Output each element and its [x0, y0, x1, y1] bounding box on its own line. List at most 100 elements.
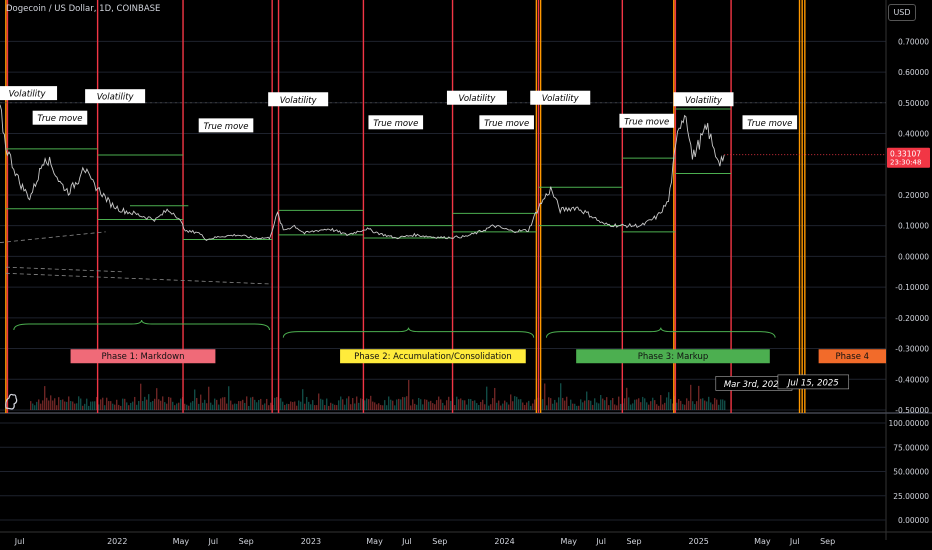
volume-bar [428, 401, 430, 410]
volume-bar [644, 398, 646, 410]
volume-bar [316, 405, 318, 410]
volume-bar [56, 405, 58, 410]
x-tick-label: 2022 [107, 537, 127, 546]
volume-bar [710, 402, 712, 410]
volume-bar [302, 389, 304, 410]
volume-bar [204, 399, 206, 410]
volume-bar [588, 400, 590, 410]
annotation-label: Volatility [9, 90, 47, 100]
volume-bar [568, 405, 570, 410]
volume-bar [636, 399, 638, 410]
volume-bar [92, 401, 94, 410]
volume-bar [342, 399, 344, 410]
annotation-label: Volatility [459, 94, 497, 104]
annotation-label: Volatility [280, 96, 318, 106]
volume-bar [474, 400, 476, 410]
volume-bar [396, 399, 398, 410]
volume-bar [634, 399, 636, 410]
volume-bar [368, 399, 370, 410]
volume-bar [290, 401, 292, 410]
volume-bar [244, 402, 246, 410]
volume-bar [712, 404, 714, 410]
volume-bar [578, 405, 580, 410]
volume-bar [524, 404, 526, 410]
volume-bar [250, 397, 252, 410]
volume-bar [604, 400, 606, 410]
volume-bar [212, 404, 214, 410]
x-tick-label: Jul [14, 537, 25, 546]
volume-bar [118, 404, 120, 410]
phase-label: Phase 2: Accumulation/Consolidation [354, 352, 512, 362]
volume-bar [638, 398, 640, 410]
currency-button[interactable]: USD [888, 4, 916, 21]
volume-bar [254, 399, 256, 410]
volume-bar [686, 398, 688, 410]
volume-bar [120, 405, 122, 410]
volume-bar [496, 402, 498, 410]
volume-bar [320, 398, 322, 410]
volume-bar [232, 404, 234, 410]
volume-bar [442, 402, 444, 410]
volume-bar [656, 404, 658, 410]
volume-bar [434, 404, 436, 410]
volume-bar [226, 403, 228, 410]
volume-bar [498, 400, 500, 410]
volume-bar [558, 397, 560, 410]
volume-bar [338, 400, 340, 410]
volume-bar [590, 400, 592, 410]
volume-bar [616, 405, 618, 410]
volume-bar [216, 399, 218, 410]
volume-bar [202, 402, 204, 410]
volume-bar [58, 397, 60, 410]
volume-bar [514, 396, 516, 410]
volume-bar [408, 379, 410, 410]
volume-bar [718, 404, 720, 410]
volume-bar [252, 396, 254, 410]
volume-bar [206, 403, 208, 410]
volume-bar [534, 399, 536, 410]
x-tick-label: Sep [239, 537, 254, 546]
volume-bar [38, 399, 40, 410]
volume-bar [246, 396, 248, 410]
dog-logo-icon [5, 393, 18, 410]
volume-bar [144, 396, 146, 410]
volume-bar [468, 398, 470, 410]
volume-bar [370, 395, 372, 410]
volume-bar [116, 399, 118, 410]
volume-bar [68, 396, 70, 410]
volume-bar [262, 404, 264, 410]
volume-bar [672, 403, 674, 410]
y-tick-label: -0.20000 [895, 314, 929, 323]
volume-bar [280, 398, 282, 410]
y-tick-label: -0.50000 [895, 406, 929, 415]
volume-bar [366, 398, 368, 410]
volume-bar [382, 405, 384, 410]
volume-bar [430, 400, 432, 410]
annotation-label: True move [747, 119, 792, 129]
indicator-tick-label: 100.00000 [888, 419, 929, 428]
current-price-label: 0.33107 [890, 150, 921, 159]
volume-bar [236, 403, 238, 410]
volume-bar [392, 400, 394, 410]
volume-bar [164, 402, 166, 410]
volume-bar [304, 403, 306, 410]
annotation-label: Volatility [542, 94, 580, 104]
volume-bar [90, 401, 92, 410]
volume-bar [110, 401, 112, 410]
volume-bar [484, 404, 486, 410]
volume-bar [336, 405, 338, 410]
volume-bar [344, 404, 346, 410]
volume-bar [100, 399, 102, 410]
volume-bar [168, 396, 170, 410]
volume-bar [248, 405, 250, 410]
volume-bar [400, 399, 402, 410]
volume-bar [576, 405, 578, 410]
volume-bar [724, 400, 726, 410]
volume-bar [482, 399, 484, 410]
volume-bar [690, 384, 692, 410]
volume-bar [614, 404, 616, 410]
x-tick-label: May [173, 537, 190, 546]
volume-bar [666, 397, 668, 410]
volume-bar [138, 401, 140, 410]
